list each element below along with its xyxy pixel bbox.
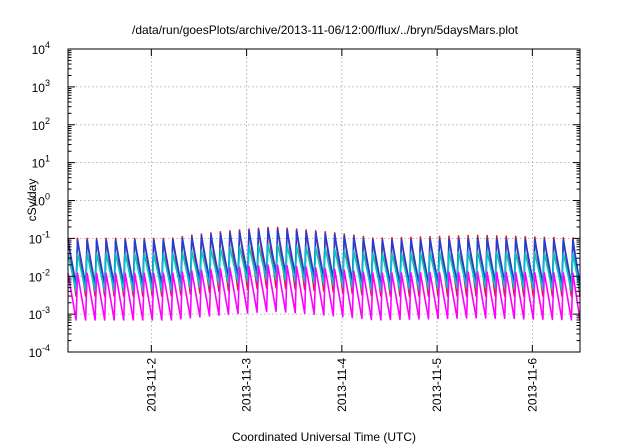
y-tick-exponent: 0	[45, 192, 50, 202]
y-tick-exponent: 3	[45, 78, 50, 88]
y-tick-label: 102	[32, 116, 50, 133]
y-tick-exponent: 2	[45, 116, 50, 126]
x-tick-label: 2013-11-5	[430, 358, 444, 412]
y-tick-exponent: 1	[45, 154, 50, 164]
y-tick-label: 10-4	[29, 343, 50, 360]
y-tick-exponent: -4	[42, 343, 50, 353]
y-tick-exponent: -1	[42, 229, 50, 239]
y-tick-exponent: -3	[42, 305, 50, 315]
ticks: 10-410-310-210-11001011021031042013-11-2…	[29, 40, 580, 412]
y-tick-label: 10-1	[29, 229, 50, 246]
y-tick-exponent: 4	[45, 40, 50, 50]
x-tick-label: 2013-11-6	[525, 358, 539, 412]
x-tick-label: 2013-11-4	[335, 358, 349, 412]
y-tick-label: 103	[32, 78, 50, 95]
chart-title: /data/run/goesPlots/archive/2013-11-06/1…	[132, 23, 519, 37]
y-tick-label: 104	[32, 40, 50, 57]
series-line-3	[67, 243, 581, 293]
y-tick-label: 10-2	[29, 267, 50, 284]
y-tick-label: 101	[32, 154, 50, 171]
x-tick-label: 2013-11-2	[144, 358, 158, 412]
series-line-4	[67, 264, 581, 321]
y-tick-exponent: -2	[42, 267, 50, 277]
y-tick-label: 10-3	[29, 305, 50, 322]
x-axis-label: Coordinated Universal Time (UTC)	[232, 430, 416, 444]
series-layer	[67, 226, 581, 321]
x-tick-label: 2013-11-3	[240, 358, 254, 412]
y-axis-label: cSv/day	[25, 179, 39, 222]
